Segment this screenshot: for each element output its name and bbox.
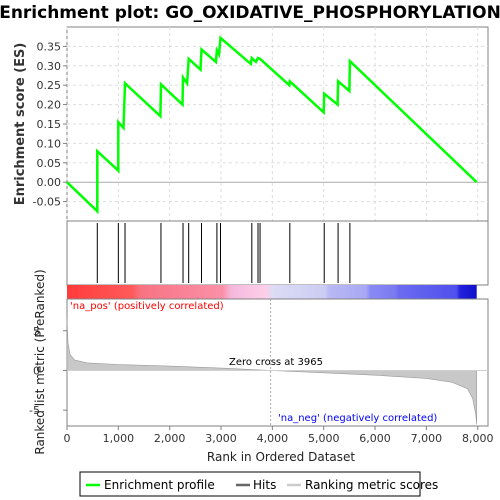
ranked-y-tick-label: 5 bbox=[33, 325, 40, 338]
x-tick-label: 6,000 bbox=[359, 432, 391, 445]
es-y-axis-label: Enrichment score (ES) bbox=[13, 43, 28, 206]
x-tick-label: 4,000 bbox=[257, 432, 289, 445]
es-y-ticks: -0.05 0.00 0.05 0.10 0.15 0.20 0.25 0.30 0.35 bbox=[33, 40, 67, 209]
x-tick-label: 7,000 bbox=[411, 432, 443, 445]
ranking-metric-area bbox=[66, 318, 477, 425]
rank-color-bar bbox=[67, 285, 477, 299]
x-tick-label: 0 bbox=[64, 432, 71, 445]
x-tick-label: 3,000 bbox=[205, 432, 237, 445]
es-y-tick-label: 0.25 bbox=[37, 79, 62, 92]
chart-title: Enrichment plot: GO_OXIDATIVE_PHOSPHORYL… bbox=[0, 3, 500, 23]
es-y-tick-label: 0.15 bbox=[37, 118, 62, 131]
es-y-tick-label: 0.35 bbox=[37, 40, 62, 53]
x-axis-label: Rank in Ordered Dataset bbox=[207, 450, 355, 464]
legend-ranking-label: Ranking metric scores bbox=[305, 478, 438, 492]
ranked-y-ticks: -5 0 5 bbox=[29, 325, 67, 417]
na-pos-label: 'na_pos' (positively correlated) bbox=[70, 301, 224, 312]
es-y-tick-label: 0.05 bbox=[37, 157, 62, 170]
legend: Enrichment profile Hits Ranking metric s… bbox=[79, 471, 438, 497]
ranked-y-axis-label: Ranked list metric (PreRanked) bbox=[33, 269, 47, 454]
ranked-y-tick-label: 0 bbox=[33, 364, 40, 377]
enrichment-profile-line bbox=[66, 35, 478, 215]
hits-panel-frame bbox=[66, 220, 489, 286]
ranked-list-panel: -5 0 5 'na_pos' (positively correlated) 'n… bbox=[29, 269, 489, 455]
x-tick-label: 5,000 bbox=[308, 432, 340, 445]
hits-panel bbox=[66, 220, 489, 286]
ranked-panel-frame bbox=[66, 298, 489, 427]
legend-hits-label: Hits bbox=[253, 478, 276, 492]
ranked-y-tick-label: -5 bbox=[29, 404, 40, 417]
rank-gradient bbox=[67, 285, 477, 299]
es-y-tick-label: -0.05 bbox=[33, 196, 61, 209]
es-y-tick-label: 0.30 bbox=[37, 60, 62, 73]
x-ticks: 0 1,000 2,000 3,000 4,000 5,000 6,000 7,000 8,00… bbox=[64, 426, 494, 445]
es-y-tick-label: 0.00 bbox=[37, 176, 62, 189]
zero-cross-label: Zero cross at 3965 bbox=[229, 357, 323, 368]
legend-enrichment-label: Enrichment profile bbox=[104, 478, 215, 492]
es-y-tick-label: 0.20 bbox=[37, 99, 62, 112]
hit-markers bbox=[96, 223, 351, 283]
es-panel: -0.05 0.00 0.05 0.10 0.15 0.20 0.25 0.30 0.35 En… bbox=[13, 26, 489, 222]
x-tick-label: 8,000 bbox=[462, 432, 494, 445]
na-neg-label: 'na_neg' (negatively correlated) bbox=[278, 413, 437, 424]
x-tick-label: 2,000 bbox=[154, 432, 186, 445]
x-tick-label: 1,000 bbox=[103, 432, 135, 445]
es-y-tick-label: 0.10 bbox=[37, 137, 62, 150]
